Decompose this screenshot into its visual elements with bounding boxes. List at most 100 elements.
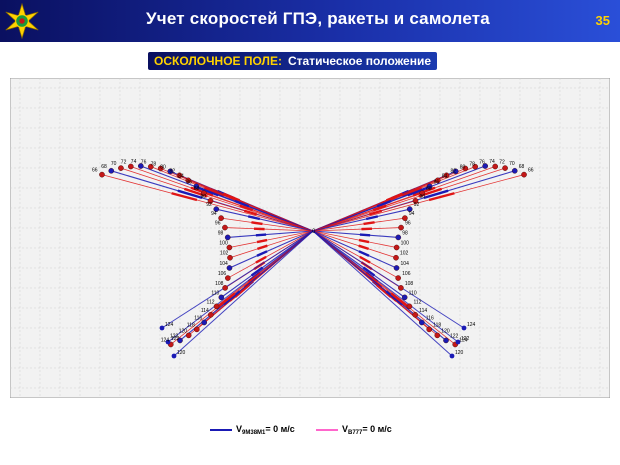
fragment-label: 102: [400, 251, 409, 257]
legend-swatch-missile: [210, 429, 232, 431]
ray-line: [312, 167, 506, 232]
fragment-marker: [449, 353, 455, 359]
fragment-marker: [521, 171, 527, 178]
fragment-label: 114: [201, 308, 209, 314]
fragment-marker: [185, 332, 192, 339]
legend-item-aircraft: VB777= 0 м/с: [316, 424, 392, 436]
fragment-label: 92: [414, 202, 420, 208]
ray-line: [229, 230, 314, 259]
fragment-marker: [511, 168, 518, 174]
fragment-label: 106: [218, 271, 227, 277]
fragment-label: 120: [455, 350, 464, 356]
fragment-marker: [395, 275, 401, 281]
fragment-label: 92: [206, 202, 212, 208]
fragment-label: 124: [165, 322, 174, 328]
fragment-label: 94: [211, 211, 217, 217]
fragment-marker: [213, 206, 220, 212]
ray-line: [101, 174, 314, 232]
fragment-label: 70: [509, 161, 515, 167]
fragment-marker: [208, 311, 214, 318]
fragment-label: 122: [171, 336, 180, 342]
ray-line: [312, 230, 453, 357]
fragment-label: 120: [179, 328, 188, 334]
fragment-marker: [461, 325, 467, 331]
fragment-marker: [398, 224, 404, 231]
fragment-marker: [159, 325, 165, 331]
ray-line: [312, 185, 430, 232]
ray-segment: [362, 266, 376, 277]
ray-line: [312, 200, 416, 232]
fragment-label: 82: [170, 168, 176, 174]
fragment-label: 108: [405, 281, 414, 287]
ray-line: [312, 230, 399, 238]
ray-segment: [358, 238, 370, 244]
ray-line: [167, 230, 314, 343]
fragment-marker: [434, 177, 441, 184]
fragment-marker: [157, 165, 164, 172]
fragment-marker: [418, 319, 425, 326]
ray-segment: [376, 199, 392, 208]
ray-segment: [257, 244, 268, 251]
fragment-marker: [393, 265, 400, 271]
ray-line: [229, 230, 314, 269]
fragment-label: 122: [461, 336, 470, 342]
fragment-marker: [226, 265, 233, 271]
fragment-label: 124: [459, 337, 468, 343]
ray-segment: [255, 255, 267, 264]
fragment-label: 74: [131, 159, 137, 165]
fragment-marker: [177, 337, 183, 344]
fragment-marker: [502, 165, 508, 171]
fragment-marker: [395, 234, 402, 241]
ray-line: [312, 227, 402, 232]
fragment-marker: [398, 285, 404, 291]
ray-line: [312, 230, 397, 259]
ray-segment: [256, 250, 268, 257]
ray-segment: [385, 290, 403, 306]
fragment-marker: [419, 190, 425, 196]
fragment-marker: [99, 171, 105, 178]
fragment-marker: [171, 353, 177, 359]
ray-segment: [381, 195, 398, 205]
fragment-marker: [225, 275, 231, 281]
ray-line: [161, 230, 314, 329]
fragment-label: 88: [426, 186, 432, 192]
legend-prefix: V: [342, 424, 349, 434]
fragment-label: 72: [499, 159, 505, 165]
fragment-label: 86: [434, 179, 440, 185]
fragment-label: 80: [460, 164, 466, 170]
ray-line: [312, 230, 459, 343]
ray-segment: [363, 221, 375, 226]
plot-background: [10, 78, 610, 398]
fragment-label: 122: [170, 333, 179, 339]
fragment-marker: [224, 234, 231, 241]
ray-segment: [359, 255, 371, 264]
fragment-label: 80: [160, 164, 166, 170]
section-subtitle: ОСКОЛОЧНОЕ ПОЛЕ: Статическое положение: [148, 52, 438, 70]
fragment-label: 100: [219, 241, 228, 247]
fragment-label: 66: [92, 168, 98, 174]
ray-line: [120, 167, 314, 232]
fragment-marker: [482, 163, 488, 169]
fragment-marker: [165, 339, 171, 345]
ray-line: [312, 192, 423, 232]
legend-suffix: = 0 м/с: [362, 424, 392, 434]
ray-segment: [247, 215, 261, 221]
fragment-marker: [167, 168, 174, 175]
fragment-marker: [406, 303, 413, 310]
fragment-label: 98: [218, 230, 224, 236]
fragment-label: 68: [101, 164, 107, 170]
fragment-marker: [201, 190, 207, 196]
fragment-label: 78: [151, 161, 157, 167]
fragment-label: 66: [528, 168, 534, 174]
legend-prefix: V: [236, 424, 243, 434]
fragment-label: 72: [121, 159, 127, 165]
fragment-label: 118: [433, 322, 441, 328]
ray-segment: [390, 292, 410, 308]
ray-segment: [216, 292, 236, 308]
plot-grid: [10, 78, 610, 398]
ray-lines: [101, 165, 525, 357]
ray-segment: [428, 192, 455, 202]
ray-segment: [369, 209, 383, 216]
